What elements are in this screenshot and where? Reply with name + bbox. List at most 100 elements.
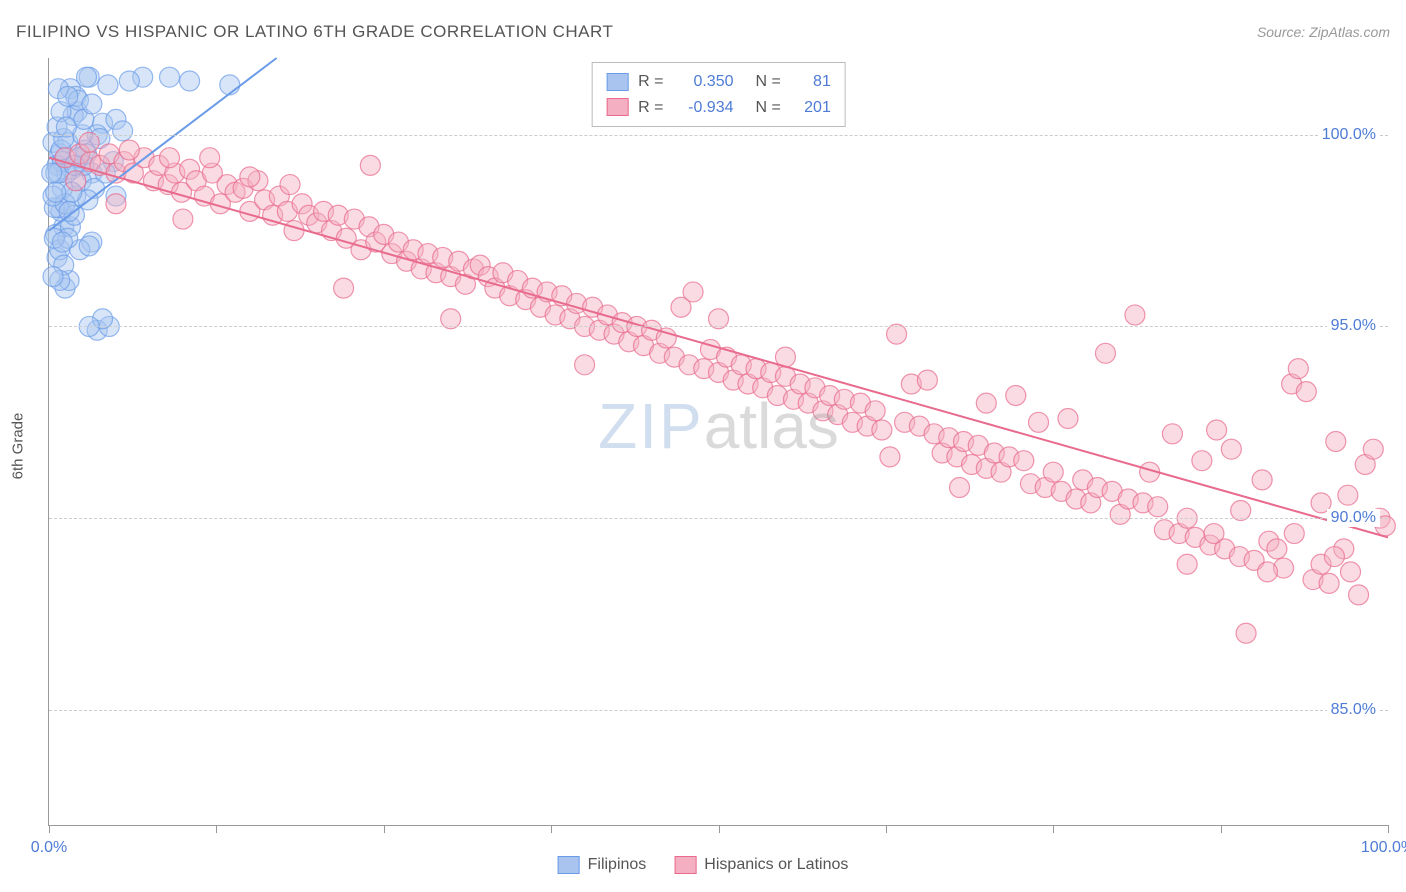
scatter-point: [334, 278, 354, 298]
scatter-point: [46, 182, 66, 202]
scatter-point: [880, 447, 900, 467]
scatter-point: [1296, 382, 1316, 402]
scatter-point: [683, 282, 703, 302]
scatter-point: [76, 67, 96, 87]
scatter-point: [1319, 573, 1339, 593]
trend-line: [49, 158, 1388, 538]
legend-row: R = 0.350 N = 81: [606, 69, 831, 95]
scatter-point: [1204, 524, 1224, 544]
x-tick: [1221, 825, 1222, 833]
scatter-point: [160, 67, 180, 87]
scatter-point: [1125, 305, 1145, 325]
scatter-point: [180, 71, 200, 91]
gridline: [49, 710, 1388, 711]
x-tick: [384, 825, 385, 833]
scatter-point: [1252, 470, 1272, 490]
scatter-point: [1043, 462, 1063, 482]
y-tick-label: 100.0%: [1318, 126, 1380, 144]
scatter-point: [280, 175, 300, 195]
chart-title: FILIPINO VS HISPANIC OR LATINO 6TH GRADE…: [16, 22, 613, 42]
scatter-point: [98, 75, 118, 95]
scatter-point: [1162, 424, 1182, 444]
scatter-point: [160, 148, 180, 168]
chart-container: FILIPINO VS HISPANIC OR LATINO 6TH GRADE…: [0, 0, 1406, 892]
scatter-point: [1324, 547, 1344, 567]
x-tick: [1388, 825, 1389, 833]
scatter-point: [1095, 343, 1115, 363]
scatter-point: [1014, 451, 1034, 471]
scatter-point: [360, 155, 380, 175]
x-tick: [551, 825, 552, 833]
title-row: FILIPINO VS HISPANIC OR LATINO 6TH GRADE…: [16, 22, 1390, 42]
legend-label: Filipinos: [588, 856, 647, 874]
scatter-point: [66, 171, 86, 191]
scatter-point: [1288, 359, 1308, 379]
legend-swatch: [606, 73, 628, 91]
scatter-point: [950, 478, 970, 498]
scatter-point: [119, 140, 139, 160]
scatter-point: [1148, 497, 1168, 517]
scatter-point: [865, 401, 885, 421]
x-tick: [49, 825, 50, 833]
legend-R-label: R =: [638, 69, 663, 95]
x-tick-label: 0.0%: [31, 839, 67, 857]
scatter-point: [1192, 451, 1212, 471]
scatter-point: [1236, 623, 1256, 643]
scatter-point: [52, 232, 72, 252]
scatter-point: [113, 121, 133, 141]
bottom-legend-item: Filipinos: [558, 856, 647, 874]
scatter-point: [82, 94, 102, 114]
legend-N-value: 201: [791, 95, 831, 121]
scatter-point: [1338, 485, 1358, 505]
x-tick: [1053, 825, 1054, 833]
scatter-point: [1267, 539, 1287, 559]
scatter-point: [200, 148, 220, 168]
scatter-point: [1341, 562, 1361, 582]
gridline: [49, 135, 1388, 136]
legend-N-label: N =: [756, 95, 781, 121]
legend-R-value: 0.350: [674, 69, 734, 95]
x-tick-label: 100.0%: [1361, 839, 1406, 857]
scatter-point: [1058, 408, 1078, 428]
legend-R-label: R =: [638, 95, 663, 121]
x-tick: [216, 825, 217, 833]
scatter-point: [575, 355, 595, 375]
source-label: Source: ZipAtlas.com: [1257, 24, 1390, 40]
bottom-legend: Filipinos Hispanics or Latinos: [558, 856, 849, 874]
y-tick-label: 95.0%: [1327, 317, 1380, 335]
scatter-point: [1363, 439, 1383, 459]
plot-area: ZIPatlas R =0.350N =81R =-0.934N =201 85…: [48, 58, 1388, 826]
legend-N-value: 81: [791, 69, 831, 95]
legend-N-label: N =: [756, 69, 781, 95]
legend-swatch: [606, 98, 628, 116]
scatter-point: [1029, 412, 1049, 432]
scatter-point: [173, 209, 193, 229]
legend-label: Hispanics or Latinos: [704, 856, 848, 874]
scatter-point: [1177, 554, 1197, 574]
scatter-point: [1349, 585, 1369, 605]
scatter-point: [872, 420, 892, 440]
scatter-point: [1221, 439, 1241, 459]
scatter-point: [220, 75, 240, 95]
scatter-point: [1257, 562, 1277, 582]
scatter-point: [1006, 385, 1026, 405]
legend-R-value: -0.934: [674, 95, 734, 121]
scatter-point: [976, 393, 996, 413]
scatter-point: [58, 86, 78, 106]
legend-row: R = -0.934 N = 201: [606, 95, 831, 121]
bottom-legend-item: Hispanics or Latinos: [674, 856, 848, 874]
scatter-point: [917, 370, 937, 390]
scatter-point: [106, 194, 126, 214]
scatter-point: [79, 236, 99, 256]
scatter-point: [240, 167, 260, 187]
y-axis-label: 6th Grade: [10, 413, 27, 480]
legend-swatch: [558, 856, 580, 874]
scatter-point: [43, 267, 63, 287]
scatter-point: [1284, 524, 1304, 544]
x-tick: [886, 825, 887, 833]
gridline: [49, 518, 1388, 519]
scatter-point: [1207, 420, 1227, 440]
y-tick-label: 85.0%: [1327, 701, 1380, 719]
stats-legend: R = 0.350 N = 81 R = -0.934 N = 201: [591, 62, 846, 127]
scatter-point: [119, 71, 139, 91]
